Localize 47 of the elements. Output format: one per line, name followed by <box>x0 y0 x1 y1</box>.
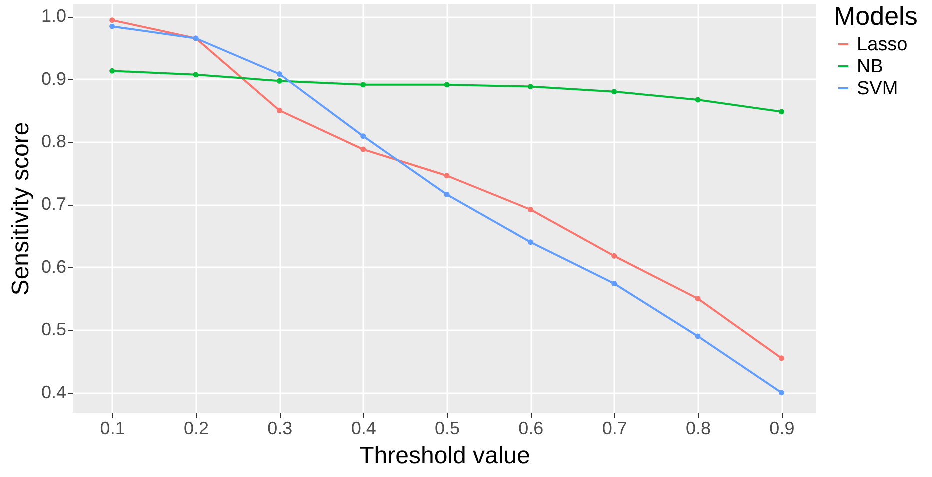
point <box>276 72 282 77</box>
legend-label: NB <box>857 56 884 78</box>
point <box>695 97 701 103</box>
y-tick-label: 0.9 <box>41 68 66 89</box>
x-axis-title: Threshold value <box>360 442 530 470</box>
point <box>276 108 282 114</box>
point <box>110 18 116 24</box>
x-tick-label: 0.5 <box>434 418 460 438</box>
point <box>612 281 618 287</box>
point <box>695 334 701 340</box>
point <box>528 240 534 246</box>
point <box>360 82 366 88</box>
y-tick-label: 1.0 <box>41 6 66 26</box>
y-axis-title: Sensitivity score <box>7 122 34 296</box>
x-tick-label: 0.6 <box>518 418 544 438</box>
y-tick-label: 0.4 <box>41 382 66 402</box>
y-tick-label: 0.7 <box>41 194 66 214</box>
y-tick-label: 0.8 <box>41 132 66 152</box>
point <box>778 356 784 362</box>
point <box>528 207 534 212</box>
point <box>612 253 618 259</box>
point <box>193 72 199 78</box>
point <box>444 82 450 88</box>
point <box>110 68 116 74</box>
point <box>778 390 784 396</box>
x-tick-label: 0.1 <box>100 418 126 438</box>
point <box>360 134 366 140</box>
point <box>110 24 116 30</box>
legend-label: SVM <box>857 78 898 100</box>
legend-title: Models <box>834 1 918 31</box>
point <box>528 84 534 90</box>
x-tick-label: 0.9 <box>770 418 795 438</box>
x-tick-label: 0.3 <box>268 418 293 438</box>
point <box>360 146 366 152</box>
x-tick-label: 0.8 <box>686 418 712 438</box>
point <box>444 192 450 198</box>
y-tick-label: 0.5 <box>41 320 66 340</box>
y-tick-label: 0.6 <box>41 256 66 277</box>
point <box>778 109 784 115</box>
legend-label: Lasso <box>857 34 908 56</box>
point <box>444 173 450 179</box>
x-tick-label: 0.4 <box>351 418 376 438</box>
point <box>695 296 701 302</box>
point <box>276 78 282 84</box>
x-tick-label: 0.7 <box>602 418 628 438</box>
point <box>612 89 618 95</box>
x-tick-label: 0.2 <box>184 418 210 438</box>
